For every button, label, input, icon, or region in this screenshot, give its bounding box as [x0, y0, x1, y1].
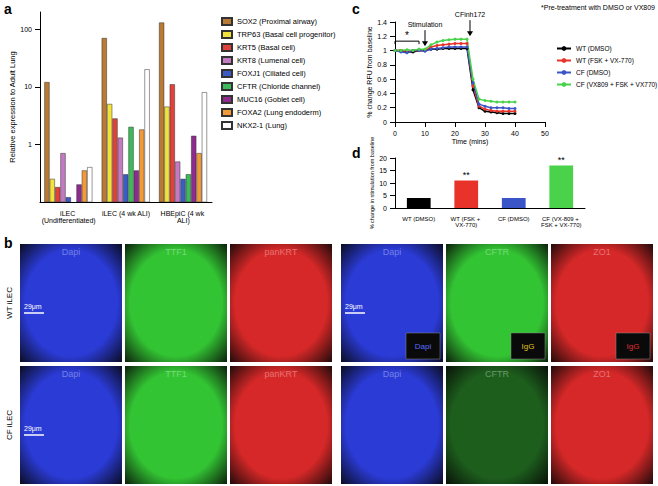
svg-text:29μm: 29μm	[345, 303, 363, 311]
svg-text:Relative expression to Adult L: Relative expression to Adult Lung	[8, 51, 17, 162]
svg-text:Time (mins): Time (mins)	[452, 138, 489, 146]
svg-text:FOXA2 (Lung endoderm): FOXA2 (Lung endoderm)	[237, 108, 322, 117]
svg-text:SOX2 (Proximal airway): SOX2 (Proximal airway)	[237, 17, 318, 26]
svg-text:0: 0	[383, 205, 387, 212]
svg-text:ZO1: ZO1	[593, 369, 611, 379]
svg-text:WT (FSK +: WT (FSK +	[450, 216, 482, 222]
svg-text:5: 5	[383, 192, 387, 199]
svg-text:**: **	[558, 155, 566, 165]
svg-text:CF (DMSO): CF (DMSO)	[576, 69, 610, 77]
svg-text:1.4: 1.4	[377, 19, 387, 26]
svg-text:CF (VX809 + FSK + VX770): CF (VX809 + FSK + VX770)	[576, 81, 657, 89]
svg-text:% change RFU from baseline: % change RFU from baseline	[366, 26, 374, 118]
svg-text:0.6: 0.6	[377, 76, 387, 83]
svg-text:panKRT: panKRT	[265, 369, 298, 379]
svg-text:50: 50	[541, 130, 549, 137]
svg-text:Stimulation: Stimulation	[408, 21, 443, 28]
svg-text:Dapi: Dapi	[62, 369, 81, 379]
svg-text:FOXJ1 (Ciliated cell): FOXJ1 (Ciliated cell)	[237, 69, 306, 78]
svg-text:Dapi: Dapi	[415, 342, 432, 351]
svg-text:CF (VX-809 +: CF (VX-809 +	[542, 216, 581, 222]
svg-text:29μm: 29μm	[24, 303, 42, 311]
svg-text:panKRT: panKRT	[265, 247, 298, 257]
svg-text:30: 30	[481, 130, 489, 137]
svg-text:HBEpiC (4 wk: HBEpiC (4 wk	[160, 210, 207, 217]
svg-text:**: **	[463, 170, 471, 180]
svg-text:Dapi: Dapi	[383, 247, 402, 257]
svg-text:CFTR (Chloride channel): CFTR (Chloride channel)	[237, 82, 321, 91]
svg-text:20: 20	[451, 130, 459, 137]
svg-text:40: 40	[511, 130, 519, 137]
svg-text:WT (FSK + VX-770): WT (FSK + VX-770)	[576, 57, 634, 65]
svg-text:CF (DMSO): CF (DMSO)	[498, 216, 530, 222]
svg-text:ZO1: ZO1	[593, 247, 611, 257]
svg-text:ALI): ALI)	[177, 217, 190, 225]
svg-text:VX-770): VX-770)	[455, 222, 477, 228]
svg-text:% change in stimulation from b: % change in stimulation from baseline	[369, 137, 375, 230]
svg-text:TRP63 (Basal cell progenitor): TRP63 (Basal cell progenitor)	[237, 30, 336, 39]
svg-text:NKX2-1 (Lung): NKX2-1 (Lung)	[237, 121, 288, 130]
svg-text:0: 0	[383, 119, 387, 126]
svg-text:KRT8 (Lumenal cell): KRT8 (Lumenal cell)	[237, 56, 306, 65]
svg-text:iLEC: iLEC	[60, 210, 77, 217]
svg-text:0.4: 0.4	[377, 90, 387, 97]
svg-text:CFTR: CFTR	[485, 369, 509, 379]
svg-text:*Pre-treatment with DMSO or VX: *Pre-treatment with DMSO or VX809	[541, 4, 655, 11]
svg-text:c: c	[352, 1, 360, 17]
svg-text:b: b	[4, 235, 13, 251]
svg-text:1.2: 1.2	[377, 33, 387, 40]
svg-text:a: a	[4, 1, 12, 17]
svg-text:IgG: IgG	[627, 342, 640, 351]
svg-text:WT iLEC: WT iLEC	[5, 287, 14, 319]
svg-text:0: 0	[393, 130, 397, 137]
svg-text:*: *	[405, 30, 409, 41]
svg-text:WT (DMSO): WT (DMSO)	[402, 216, 435, 222]
svg-text:CFinh172: CFinh172	[455, 11, 485, 18]
svg-text:10: 10	[24, 83, 32, 90]
svg-text:0.2: 0.2	[377, 104, 387, 111]
svg-text:MUC16 (Goblet cell): MUC16 (Goblet cell)	[237, 95, 305, 104]
svg-text:KRT5 (Basal cell): KRT5 (Basal cell)	[237, 43, 296, 52]
svg-text:(Undifferentiated): (Undifferentiated)	[42, 217, 96, 225]
svg-text:TTF1: TTF1	[165, 247, 187, 257]
svg-text:CF iLEC: CF iLEC	[5, 410, 14, 440]
svg-text:20: 20	[379, 155, 387, 162]
svg-text:d: d	[352, 145, 361, 161]
svg-text:iLEC (4 wk ALI): iLEC (4 wk ALI)	[102, 210, 150, 218]
svg-text:100: 100	[20, 26, 32, 33]
svg-text:10: 10	[379, 180, 387, 187]
svg-text:Dapi: Dapi	[383, 369, 402, 379]
svg-text:FSK + VX-770): FSK + VX-770)	[541, 222, 582, 228]
svg-text:29μm: 29μm	[24, 425, 42, 433]
svg-text:1: 1	[383, 47, 387, 54]
svg-text:1: 1	[28, 141, 32, 148]
svg-text:WT (DMSO): WT (DMSO)	[576, 45, 612, 53]
svg-text:IgG: IgG	[522, 342, 535, 351]
svg-text:10: 10	[421, 130, 429, 137]
svg-text:Dapi: Dapi	[62, 247, 81, 257]
svg-text:TTF1: TTF1	[165, 369, 187, 379]
svg-text:CFTR: CFTR	[485, 247, 509, 257]
svg-text:15: 15	[379, 167, 387, 174]
svg-text:0.8: 0.8	[377, 61, 387, 68]
